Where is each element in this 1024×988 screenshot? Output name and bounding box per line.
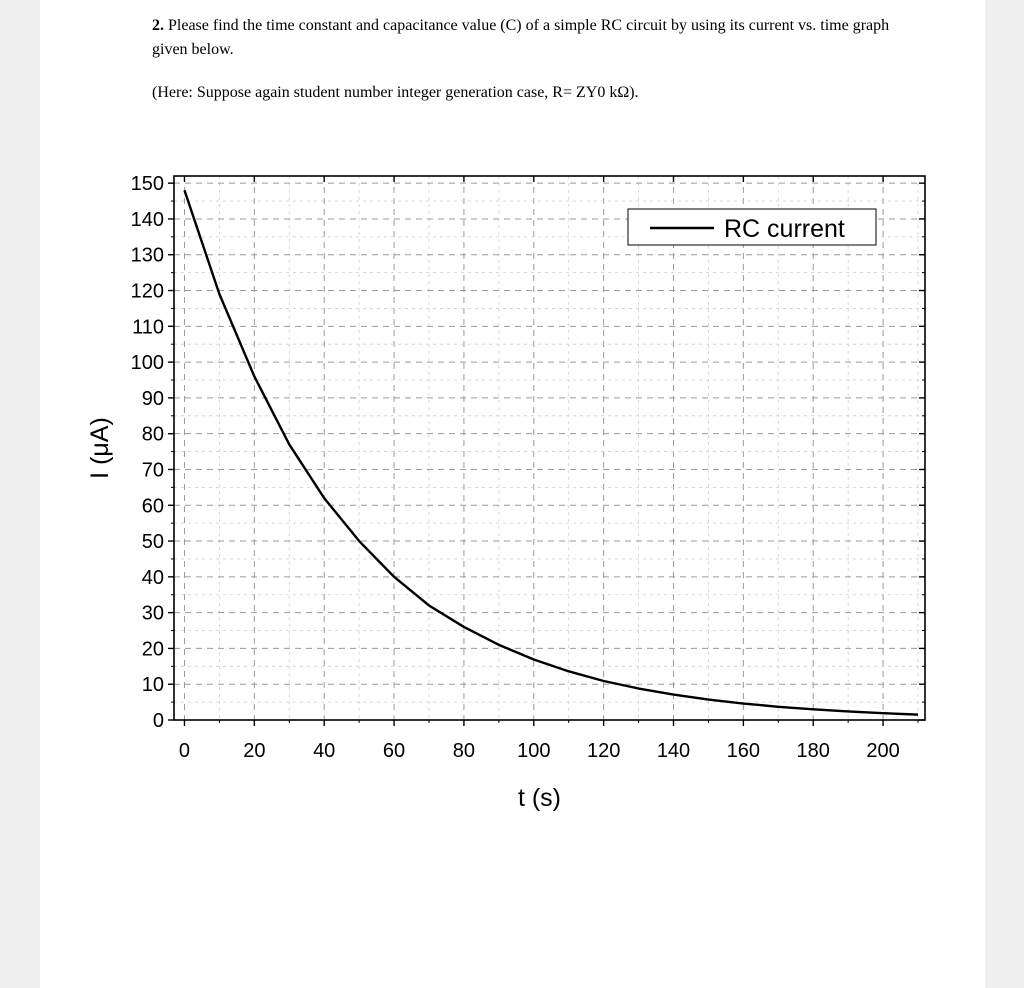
x-tick-label: 100 <box>517 740 550 762</box>
legend: RC current <box>627 208 877 246</box>
y-axis-label: I (μA) <box>86 417 114 479</box>
y-tick-label: 150 <box>131 173 164 195</box>
question-body: Please find the time constant and capaci… <box>152 17 890 58</box>
y-tick-label: 0 <box>153 710 164 732</box>
x-tick-label: 200 <box>866 740 899 762</box>
plot-frame <box>173 175 926 721</box>
question-text: 2. Please find the time constant and cap… <box>152 14 912 62</box>
x-tick-label: 20 <box>243 740 265 762</box>
y-tick-label: 100 <box>131 352 164 374</box>
y-tick-label: 60 <box>142 495 164 517</box>
y-tick-label: 40 <box>142 567 164 589</box>
legend-label: RC current <box>724 215 845 243</box>
x-tick-label: 80 <box>453 740 475 762</box>
x-tick-label: 0 <box>179 740 190 762</box>
y-tick-label: 20 <box>142 638 164 660</box>
y-tick-label: 80 <box>142 424 164 446</box>
y-tick-label: 70 <box>142 459 164 481</box>
question-number: 2. <box>152 17 164 34</box>
y-tick-label: 120 <box>131 281 164 303</box>
y-tick-label: 10 <box>142 674 164 696</box>
y-tick-label: 140 <box>131 209 164 231</box>
y-tick-label: 110 <box>132 316 164 338</box>
x-tick-label: 180 <box>797 740 830 762</box>
y-tick-label: 90 <box>142 388 164 410</box>
x-tick-label: 140 <box>657 740 690 762</box>
x-tick-label: 40 <box>313 740 335 762</box>
plot-area <box>174 176 925 720</box>
y-tick-label: 130 <box>131 245 164 267</box>
x-tick-label: 120 <box>587 740 620 762</box>
rc-current-line <box>183 189 919 716</box>
x-tick-label: 160 <box>727 740 760 762</box>
x-axis-label: t (s) <box>518 784 561 812</box>
y-tick-label: 30 <box>142 603 164 625</box>
question-note: (Here: Suppose again student number inte… <box>152 84 639 101</box>
x-tick-label: 60 <box>383 740 405 762</box>
y-tick-label: 50 <box>142 531 164 553</box>
